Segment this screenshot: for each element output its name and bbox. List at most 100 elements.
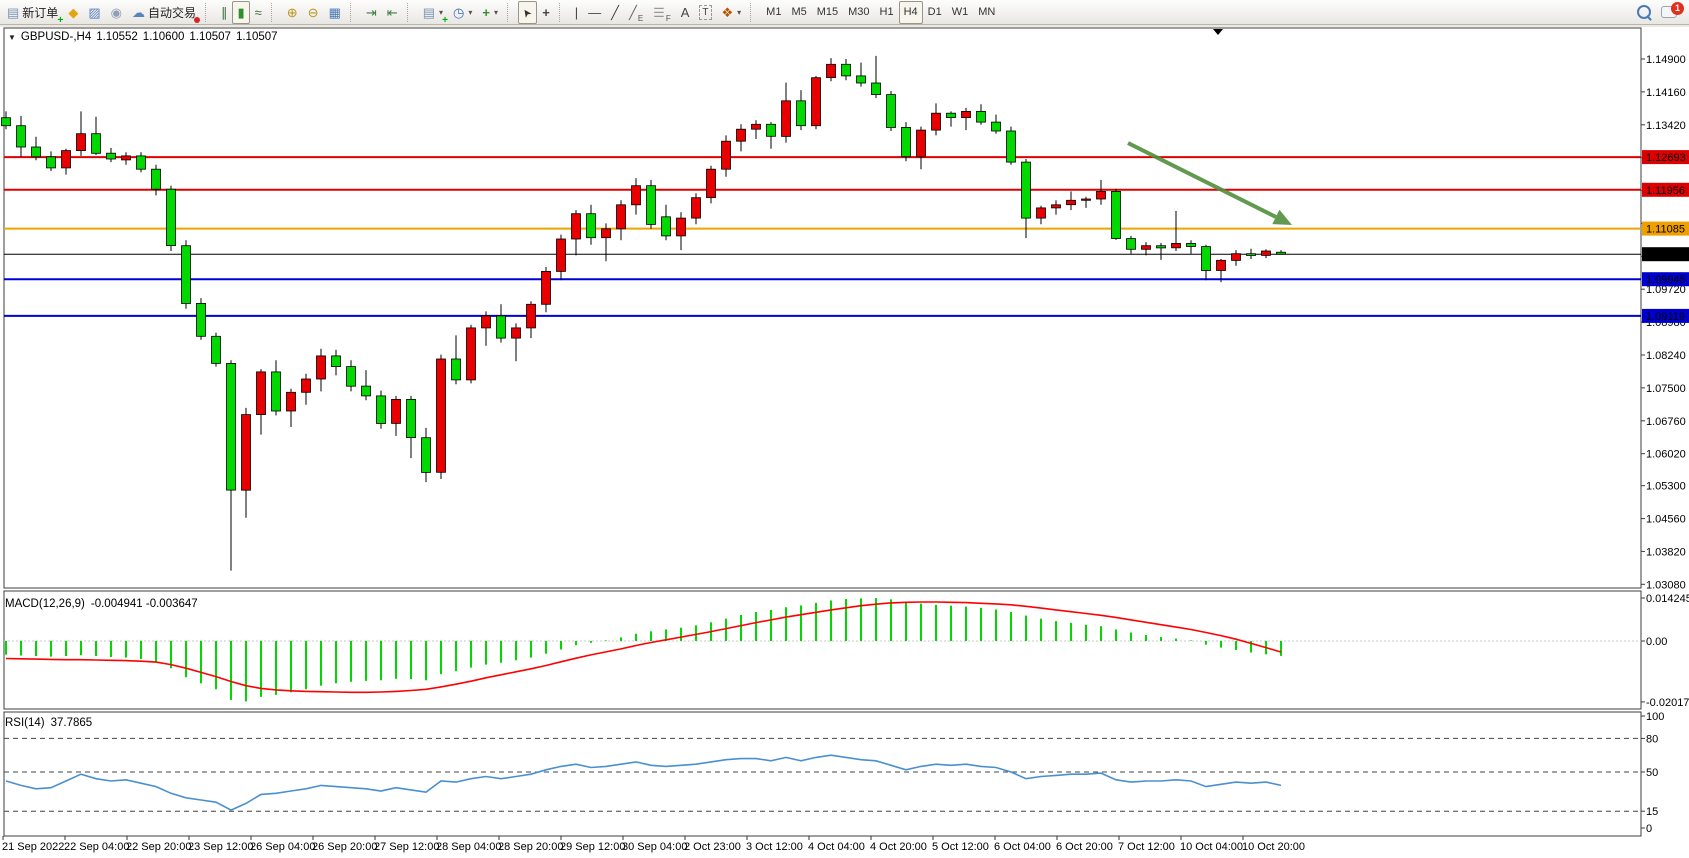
time-axis-label: 6 Oct 20:00	[1056, 841, 1113, 853]
chart-profiles-button[interactable]: ◷ ▾	[448, 1, 477, 24]
time-axis-label: 7 Oct 12:00	[1118, 841, 1175, 853]
bar-chart-type-icon: ∥	[220, 4, 228, 20]
zoom-in-icon: ⊕	[286, 4, 298, 20]
price-tick-label: 1.08240	[1646, 350, 1686, 362]
new-order-button[interactable]: ▤ + 新订单	[2, 1, 63, 26]
toolbar-separator	[558, 2, 567, 22]
text-tool-icon: A	[680, 4, 690, 20]
time-axis-label: 26 Sep 20:00	[312, 841, 377, 853]
chart-shift-marker[interactable]	[1213, 29, 1223, 35]
rsi-label-name: RSI(14)	[5, 717, 45, 729]
price-tick-label: 1.05300	[1646, 481, 1686, 493]
chart-profiles-icon: ◷	[453, 4, 465, 20]
notification-badge: 1	[1671, 2, 1684, 15]
market-watch-icon[interactable]: ◆	[63, 1, 83, 24]
ohlc-close: 1.10507	[235, 31, 278, 43]
candlestick-chart-type-icon: ▮	[237, 4, 245, 20]
time-axis-label: 21 Sep 2022	[2, 841, 64, 853]
price-badge-1.09119: 1.09119	[1642, 308, 1689, 323]
autotrading-button[interactable]: ☁ 自动交易	[127, 1, 201, 24]
time-axis-label: 28 Sep 20:00	[498, 841, 563, 853]
arrow-tools-icon: ❖	[721, 4, 734, 20]
timeframe-m1-button[interactable]: M1	[761, 1, 786, 24]
fibonacci-tool-button[interactable]: ☰ F	[653, 4, 671, 23]
timeframe-h4-button[interactable]: H4	[898, 0, 923, 24]
rsi-tick-label: 80	[1646, 733, 1658, 745]
price-tick-label: 1.04560	[1646, 514, 1686, 526]
horizontal-line-tool-icon: —	[588, 4, 602, 20]
time-axis-label: 22 Sep 04:00	[64, 841, 129, 853]
timeframe-mn-button[interactable]: MN	[973, 1, 1000, 24]
timeframe-m30-button[interactable]: M30	[843, 1, 874, 24]
time-axis-label: 30 Sep 04:00	[622, 841, 687, 853]
line-chart-type-button[interactable]: ≈	[250, 1, 267, 24]
time-axis-label: 23 Sep 12:00	[188, 841, 253, 853]
price-badge-1.11085: 1.11085	[1642, 221, 1689, 236]
macd-signal-line	[5, 601, 1282, 694]
macd-tick-label: 0.014245	[1646, 593, 1689, 605]
signal-icon[interactable]: ◉	[106, 1, 127, 24]
time-axis-label: 4 Oct 20:00	[870, 841, 927, 853]
bar-chart-type-button[interactable]: ∥	[216, 1, 233, 24]
timeframe-d1-button[interactable]: D1	[923, 1, 947, 24]
chart-shift-button[interactable]: ⇤	[382, 1, 403, 24]
timeframe-m15-button-label: M15	[816, 6, 839, 18]
search-icon[interactable]	[1637, 5, 1651, 19]
rsi-tick-label: 100	[1646, 711, 1664, 723]
chart-shift-icon: ⇤	[386, 4, 398, 20]
crosshair-tool-button[interactable]: +	[537, 1, 555, 24]
timeframe-h4-button-label: H4	[903, 6, 918, 18]
data-window-icon[interactable]: ▨	[83, 1, 105, 24]
chart-window[interactable]: 21 Sep 2022 22 Sep 04:00 22 Sep 20:00 23 Se…	[0, 26, 1689, 858]
trend-arrow-annotation[interactable]	[1127, 141, 1292, 225]
trendline-tool-icon: ╱	[611, 4, 619, 20]
tile-windows-button[interactable]: ▦	[324, 1, 346, 24]
timeframe-m15-button[interactable]: M15	[812, 1, 843, 24]
notifications-icon[interactable]: 1	[1661, 2, 1684, 18]
horizontal-line-tool-button[interactable]: —	[583, 1, 606, 24]
new-order-button-label: 新订单	[22, 5, 59, 20]
svg-text:1.09945: 1.09945	[1646, 274, 1686, 286]
time-axis-label: 5 Oct 12:00	[932, 841, 989, 853]
timeframe-m5-button[interactable]: M5	[786, 1, 811, 24]
fibonacci-tool-icon: ☰	[653, 4, 665, 20]
chevron-down-icon: ▾	[468, 7, 473, 17]
plus-icon: +	[442, 14, 448, 26]
market-watch-icon-icon: ◆	[68, 4, 79, 20]
vertical-line-tool-button[interactable]: |	[570, 1, 583, 24]
price-tick-label: 1.03080	[1646, 579, 1686, 591]
timeframe-mn-button-label: MN	[978, 6, 996, 18]
cursor-tool-button[interactable]: ➤	[517, 0, 538, 24]
price-badge-1.12693: 1.12693	[1642, 150, 1689, 165]
auto-scroll-button[interactable]: ⇥	[361, 1, 382, 24]
rsi-indicator-label: RSI(14) 37.7865	[5, 717, 92, 729]
trendline-tool-button[interactable]: ╱	[606, 1, 624, 24]
zoom-out-button[interactable]: ⊖	[303, 1, 324, 24]
time-axis-label: 2 Oct 23:00	[684, 841, 741, 853]
candlestick-chart-type-button[interactable]: ▮	[232, 0, 250, 24]
macd-tick-label: 0.00	[1646, 636, 1667, 648]
text-tool-button[interactable]: A	[676, 1, 695, 24]
arrow-tools-button[interactable]: ❖ ▾	[717, 1, 747, 24]
text-label-tool-button[interactable]: T	[694, 1, 716, 24]
price-axis[interactable]: 1.149001.141601.134201.097201.089801.082…	[1641, 54, 1689, 835]
timeframe-w1-button[interactable]: W1	[947, 1, 974, 24]
chart-dropdown-icon[interactable]: ▼	[8, 32, 16, 42]
price-tick-label: 1.14900	[1646, 54, 1686, 66]
chart-title: ▼ GBPUSD-,H4 1.10552 1.10600 1.10507 1.1…	[8, 31, 278, 43]
price-tick-label: 1.06020	[1646, 449, 1686, 461]
chevron-down-icon: ▾	[493, 7, 498, 17]
timeframe-h1-button[interactable]: H1	[875, 1, 899, 24]
new-chart-button[interactable]: ▤ + ▾	[418, 1, 448, 26]
indicators-button[interactable]: + ▾	[477, 1, 503, 24]
toolbar-separator	[270, 2, 279, 22]
timeframe-m5-button-label: M5	[791, 6, 807, 18]
toolbar-separator	[204, 2, 213, 22]
zoom-in-button[interactable]: ⊕	[282, 1, 303, 24]
rsi-tick-label: 15	[1646, 806, 1658, 818]
time-axis-label: 26 Sep 04:00	[250, 841, 315, 853]
price-tick-label: 1.14160	[1646, 87, 1686, 99]
equidistant-channel-tool-button[interactable]: ╱ E	[629, 4, 644, 23]
vertical-line-tool-icon: |	[574, 4, 579, 20]
